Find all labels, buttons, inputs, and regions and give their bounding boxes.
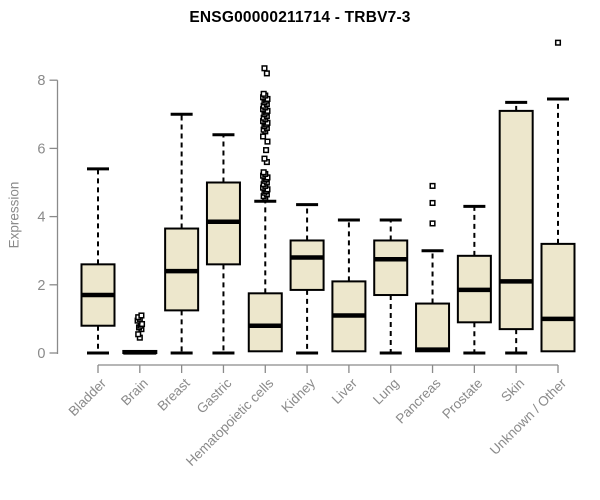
y-axis-tick-label: 4 [37, 210, 45, 226]
box-group [456, 204, 492, 355]
box-group [289, 203, 325, 355]
box-iqr [373, 239, 409, 297]
y-axis-tick-label: 6 [37, 141, 45, 157]
box-iqr [247, 292, 283, 353]
outlier-point [264, 138, 271, 145]
y-axis-tick-label: 2 [37, 278, 45, 294]
box-group [247, 65, 283, 353]
x-category-label: Bladder [66, 375, 110, 419]
x-category-label: Skin [498, 376, 527, 405]
box-iqr [498, 109, 534, 331]
y-axis-tick-label: 0 [37, 346, 45, 362]
outlier-point [260, 90, 267, 97]
x-category-label: Pancreas [393, 375, 444, 426]
x-category-label: Gastric [194, 375, 235, 416]
outlier-point [263, 70, 270, 77]
outlier-point [261, 65, 268, 72]
box-group [164, 112, 200, 355]
x-category-label: Unknown / Other [487, 375, 570, 458]
box-group [415, 182, 451, 353]
outlier-point [263, 147, 270, 154]
outlier-point [260, 133, 267, 140]
box-group [498, 100, 534, 355]
box-iqr [289, 239, 325, 291]
x-category-label: Brain [118, 376, 151, 409]
x-category-label: Breast [155, 375, 193, 413]
outlier-point [429, 199, 436, 207]
box-group [205, 133, 241, 355]
chart-title: ENSG00000211714 - TRBV7-3 [189, 9, 411, 26]
box-iqr [540, 242, 576, 353]
outlier-point [260, 169, 267, 176]
outlier-point [429, 220, 436, 227]
x-category-label: Kidney [278, 375, 318, 415]
box-group [80, 167, 116, 355]
box-group [122, 312, 158, 355]
box-group [331, 218, 367, 353]
outlier-point [261, 155, 268, 162]
outlier-point [135, 331, 142, 338]
box-group [373, 218, 409, 355]
outlier-point [429, 182, 436, 189]
box-group [540, 39, 576, 353]
x-category-label: Liver [329, 375, 361, 407]
x-category-label: Prostate [439, 376, 485, 422]
outlier-point [138, 312, 145, 319]
x-category-label: Lung [370, 376, 402, 408]
outlier-point [554, 39, 562, 46]
y-axis-tick-label: 8 [37, 73, 45, 89]
box-iqr [415, 302, 451, 353]
